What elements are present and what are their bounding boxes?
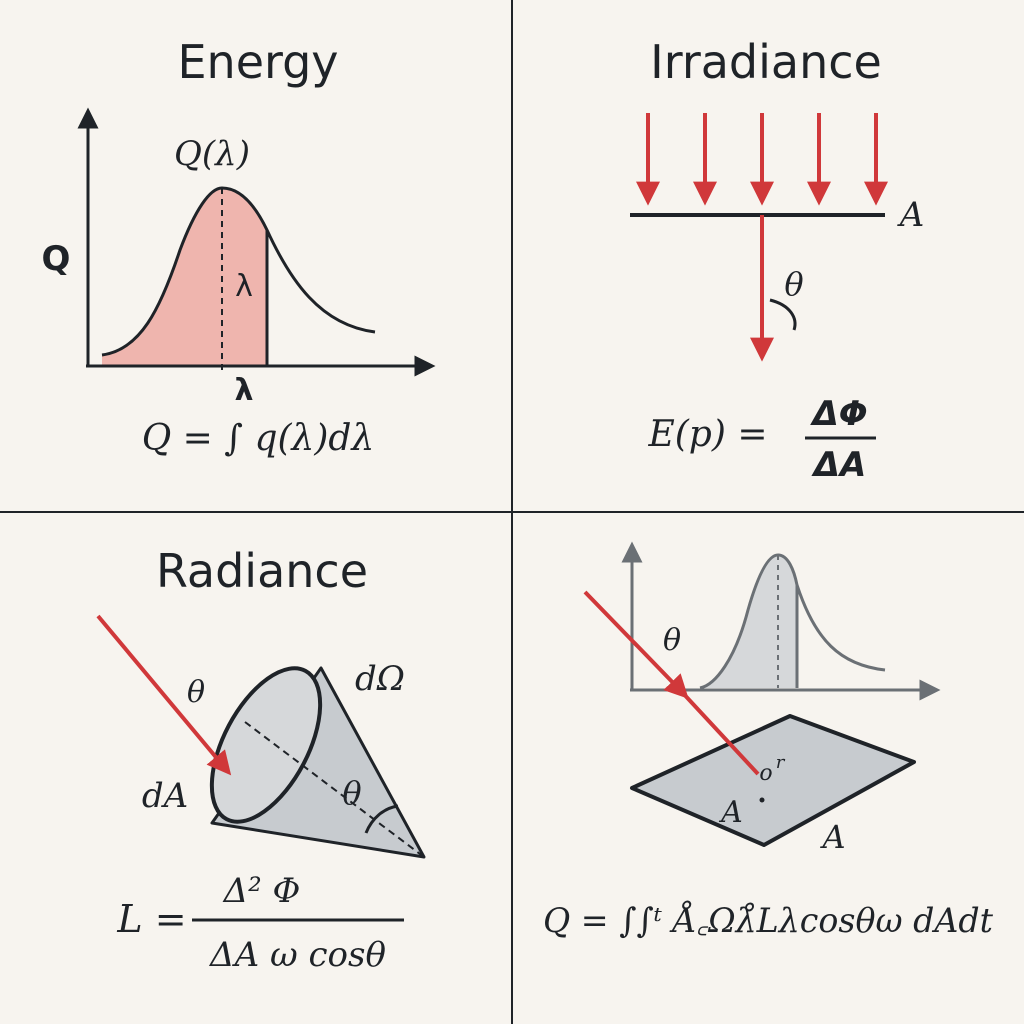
radiance-cone-angle-arc [364,804,399,834]
energy-title: Energy [177,35,338,89]
radiance-incident-angle-label: θ [187,675,205,710]
combined-point-dot [759,797,765,803]
combined-ray-continuation [678,688,760,776]
radiance-cone-angle-label: θ [342,774,361,812]
panel-energy: Energy Q(λ) Q λ λ Q = ∫ q(λ)dλ [42,35,436,459]
radiance-solid-angle-label: dΩ [355,659,405,699]
irradiance-title: Irradiance [650,35,882,89]
combined-area-fill [700,555,797,688]
red-arrow-icon [583,590,689,699]
irradiance-angle-arc [769,298,797,331]
energy-area-fill [102,188,267,365]
combined-point-superscript: r [776,752,786,773]
irradiance-incoming-rays [636,113,888,206]
irradiance-surface-label: A [897,195,925,235]
combined-area-label: A [819,818,845,856]
combined-point-label: o [759,761,772,786]
red-arrow-icon [96,614,232,776]
radiance-area-label: dA [142,776,188,816]
panel-radiance: Radiance dΩ θ dA θ L = Δ² Φ ΔA ω cosθ [96,544,426,975]
radiance-title: Radiance [156,544,368,598]
radiance-formula-denominator: ΔA ω cosθ [208,935,386,975]
irradiance-formula-denominator: ΔA [811,445,867,485]
combined-angle-label: θ [663,623,681,658]
radiance-formula-lhs: L = [116,897,186,941]
combined-surface-plane [630,714,916,847]
energy-y-axis-label: Q [42,239,71,279]
panel-irradiance: Irradiance A θ E(p) = ΔΦ ΔA [630,35,924,485]
energy-inner-label: λ [235,269,253,304]
energy-x-axis-label: λ [235,373,254,408]
cone-icon [209,666,426,859]
energy-curve-label: Q(λ) [174,134,250,174]
irradiance-formula-lhs: E(p) = [647,414,767,455]
radiance-cone-axis [244,721,425,858]
combined-formula: Q = ∫∫ᵗ Å꜀Ωλ̊Lλcosθω dAdt [543,900,993,941]
irradiance-formula-numerator: ΔΦ [809,394,867,434]
energy-formula: Q = ∫ q(λ)dλ [142,418,375,459]
panel-combined: θ o r A A Q = ∫∫ᵗ Å꜀Ωλ̊Lλcosθω dAdt [543,541,993,941]
irradiance-angle-label: θ [784,265,803,303]
combined-inner-area-label: A [718,795,743,830]
radiance-formula-numerator: Δ² Φ [222,871,301,911]
